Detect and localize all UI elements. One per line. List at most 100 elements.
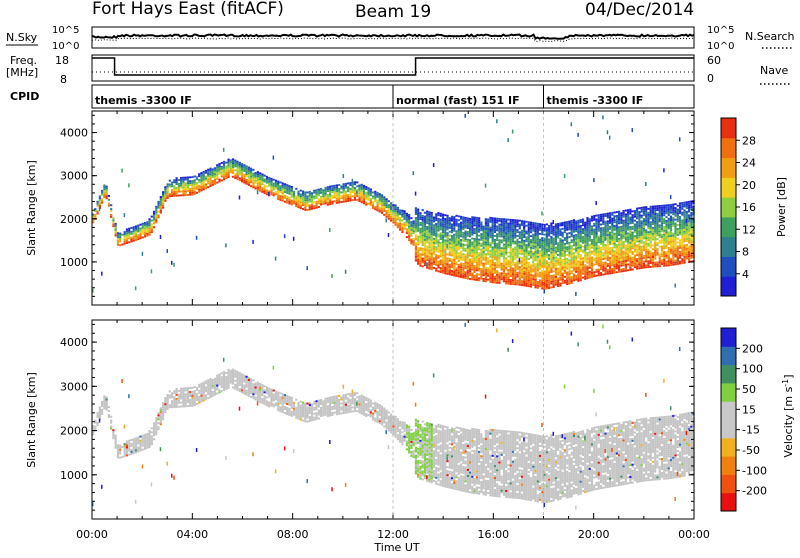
power-cell <box>681 247 683 249</box>
power-cell <box>101 198 103 200</box>
power-cell <box>354 183 356 185</box>
power-cell <box>464 225 466 227</box>
power-cell <box>397 207 399 209</box>
power-cell <box>645 251 647 253</box>
power-cell <box>148 234 150 236</box>
power-cell <box>580 279 582 281</box>
power-cell <box>325 187 327 189</box>
power-cell <box>534 265 536 267</box>
velocity-cell <box>121 446 123 448</box>
power-cell <box>248 184 250 186</box>
power-cell <box>422 234 424 236</box>
power-cell <box>309 195 311 197</box>
power-cell <box>218 165 220 167</box>
power-cell <box>618 222 620 224</box>
power-cell <box>571 226 573 228</box>
power-scatter <box>595 201 597 205</box>
power-cell <box>417 218 419 220</box>
power-cell <box>656 227 658 229</box>
power-cell <box>661 251 663 253</box>
power-cell <box>413 242 415 244</box>
power-cell <box>683 244 685 246</box>
power-cell <box>593 264 595 266</box>
power-cell <box>548 266 550 268</box>
power-cell <box>304 199 306 201</box>
power-cell <box>609 239 611 241</box>
power-cell <box>449 223 451 225</box>
power-cell <box>492 225 494 227</box>
power-cell <box>530 272 532 274</box>
power-cell <box>406 217 408 219</box>
power-cell <box>424 237 426 239</box>
power-cell <box>370 190 372 192</box>
power-cell <box>641 250 643 252</box>
power-cell <box>264 180 266 182</box>
power-cell <box>670 229 672 231</box>
power-cell <box>595 250 597 252</box>
power-cell <box>544 276 546 278</box>
power-cell <box>611 268 613 270</box>
power-cell <box>656 242 658 244</box>
power-cell <box>128 237 130 239</box>
power-cell <box>525 264 527 266</box>
power-cell <box>586 266 588 268</box>
power-cell <box>618 261 620 263</box>
power-cell <box>496 255 498 257</box>
power-cell <box>148 222 150 224</box>
power-cell <box>268 181 270 183</box>
power-cell <box>347 182 349 184</box>
power-cell <box>575 220 577 222</box>
power-cell <box>623 243 625 245</box>
power-cell <box>451 229 453 231</box>
power-cell <box>553 241 555 243</box>
power-cell <box>668 260 670 262</box>
power-cell <box>214 179 216 181</box>
power-cell <box>216 182 218 184</box>
power-cell <box>548 242 550 244</box>
power-cell <box>503 238 505 240</box>
power-cell <box>367 197 369 199</box>
power-cell <box>618 248 620 250</box>
power-cell <box>108 205 110 207</box>
power-cell <box>634 241 636 243</box>
power-cell <box>519 284 521 286</box>
power-cell <box>564 280 566 282</box>
power-cell <box>659 236 661 238</box>
power-cell <box>99 199 101 201</box>
power-cell <box>528 281 530 283</box>
power-cell <box>437 255 439 257</box>
power-cell <box>507 273 509 275</box>
power-cell <box>133 240 135 242</box>
power-cell <box>381 206 383 208</box>
power-cell <box>257 177 259 179</box>
power-cell <box>580 246 582 248</box>
power-cell <box>528 276 530 278</box>
power-cell <box>679 216 681 218</box>
power-cell <box>683 254 685 256</box>
power-cell <box>652 208 654 210</box>
power-cell <box>311 200 313 202</box>
power-cell <box>514 281 516 283</box>
power-cell <box>444 228 446 230</box>
power-cell <box>442 262 444 264</box>
power-cell <box>512 281 514 283</box>
power-cell <box>659 226 661 228</box>
power-cell <box>525 252 527 254</box>
power-cell <box>613 252 615 254</box>
power-cell <box>480 249 482 251</box>
power-cell <box>654 213 656 215</box>
power-cell <box>600 272 602 274</box>
power-cell <box>255 186 257 188</box>
power-cell <box>539 252 541 254</box>
power-cell <box>568 271 570 273</box>
power-cell <box>559 252 561 254</box>
power-cell <box>647 235 649 237</box>
power-cell <box>460 228 462 230</box>
power-cell <box>142 231 144 233</box>
power-cell <box>268 177 270 179</box>
power-cell <box>638 256 640 258</box>
power-cell <box>469 264 471 266</box>
power-cell <box>595 215 597 217</box>
power-cell <box>677 216 679 218</box>
power-cell <box>589 232 591 234</box>
